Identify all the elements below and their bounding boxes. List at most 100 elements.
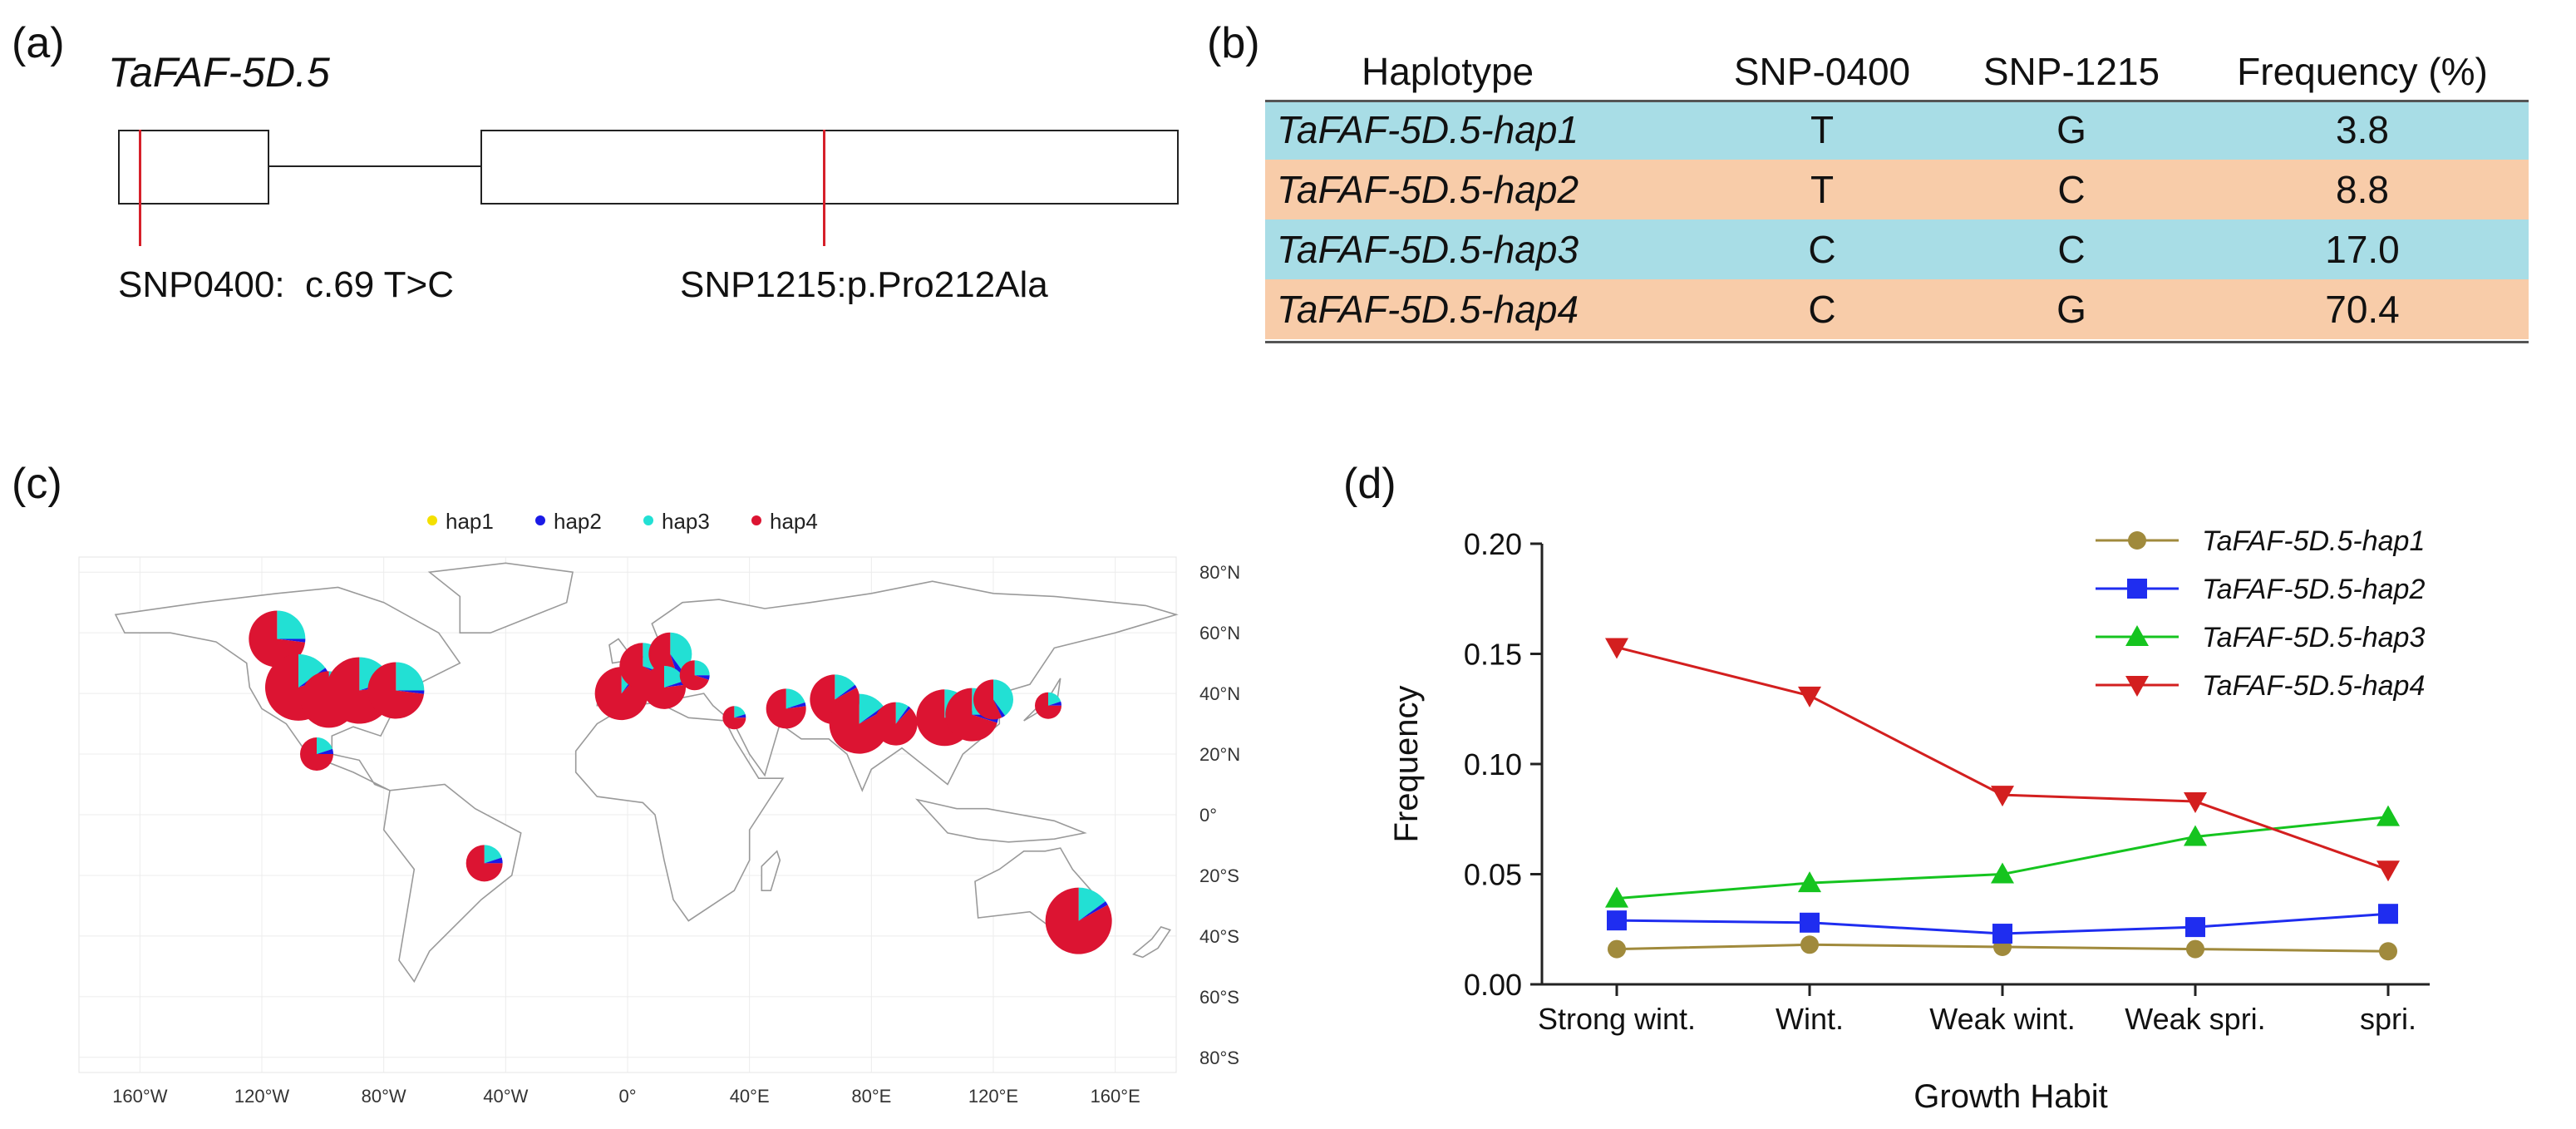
data-point xyxy=(2125,625,2149,646)
cell-haplotype: TaFAF-5D.5-hap4 xyxy=(1277,288,1579,331)
pie-slice xyxy=(317,737,333,755)
legend-label-hap4: hap4 xyxy=(770,509,818,534)
data-point xyxy=(2379,942,2397,961)
cell-haplotype: TaFAF-5D.5-hap3 xyxy=(1277,228,1579,271)
pie-slice xyxy=(484,857,503,864)
pie-slice xyxy=(317,748,333,755)
haplotype-pie xyxy=(766,688,806,729)
pie-slice xyxy=(249,610,306,668)
x-tick-label: Strong wint. xyxy=(1538,1002,1696,1036)
pie-slice xyxy=(993,679,1014,716)
cell-snp1215: G xyxy=(2056,108,2086,151)
header-frequency: Frequency (%) xyxy=(2237,50,2488,93)
legend-label: TaFAF-5D.5-hap2 xyxy=(2202,574,2425,605)
cell-snp1215: G xyxy=(2056,288,2086,331)
legend-dot-hap2 xyxy=(535,515,545,525)
data-point xyxy=(1798,686,1821,707)
cell-snp1215: C xyxy=(2057,168,2086,211)
world-map-figure: hap1 hap2 hap3 hap4 80°N 60°N 40°N 20°N 0° 20°S 4… xyxy=(78,509,1240,1107)
pie-slice xyxy=(786,688,805,709)
lat-label: 20°S xyxy=(1199,865,1239,886)
haplotype-pie xyxy=(679,660,710,691)
y-tick-label: 0.20 xyxy=(1464,527,1522,561)
lon-label: 0° xyxy=(618,1086,636,1107)
lon-label: 80°W xyxy=(362,1086,406,1107)
data-point xyxy=(1798,871,1821,893)
pie-slice xyxy=(396,662,425,691)
pie-slice xyxy=(694,660,710,676)
data-point xyxy=(2378,904,2398,924)
cell-frequency: 17.0 xyxy=(2325,228,2400,271)
legend-entry: TaFAF-5D.5-hap3 xyxy=(2096,622,2425,653)
pie-slice xyxy=(993,699,1006,718)
chart-legend: TaFAF-5D.5-hap1 TaFAF-5D.5-hap2 TaFAF-5D.5… xyxy=(2096,525,2425,702)
data-point xyxy=(2186,939,2204,959)
exon-1 xyxy=(118,130,269,205)
lon-label: 160°E xyxy=(1091,1086,1140,1107)
pie-slice xyxy=(895,706,911,724)
lat-label: 40°S xyxy=(1199,926,1239,947)
panel-c-letter: (c) xyxy=(12,460,62,508)
world-landmass xyxy=(114,562,1179,984)
lon-label: 40°E xyxy=(730,1086,770,1107)
haplotype-pie xyxy=(722,706,746,730)
pie-slice xyxy=(734,706,746,718)
lat-label: 80°N xyxy=(1199,562,1240,583)
snp0400-marker xyxy=(139,130,141,246)
data-point xyxy=(1605,886,1628,908)
pie-slice xyxy=(766,688,806,729)
pie-slice xyxy=(835,674,855,700)
data-point xyxy=(1605,638,1628,659)
series-TaFAF-5D.5-hap3 xyxy=(1605,805,2400,908)
growth-habit-line-chart: 0.00 0.05 0.10 0.15 0.20 Strong wint. Wint. Wea… xyxy=(1388,525,2430,1115)
pie-slice xyxy=(300,737,333,772)
lat-label: 0° xyxy=(1199,805,1217,826)
pie-slice xyxy=(859,693,884,724)
table-row: TaFAF-5D.5-hap3 C C 17.0 xyxy=(1265,219,2529,279)
landmass-indonesia xyxy=(914,798,1087,843)
lat-label: 80°S xyxy=(1199,1048,1239,1068)
pie-slice xyxy=(874,702,918,746)
data-point xyxy=(2125,676,2149,697)
y-axis-title: Frequency xyxy=(1388,686,1425,843)
haplotype-pie xyxy=(648,632,692,676)
data-point xyxy=(1608,939,1626,959)
lon-label: 160°W xyxy=(112,1086,168,1107)
x-tick-label: Wint. xyxy=(1776,1002,1844,1036)
cell-frequency: 8.8 xyxy=(2336,168,2389,211)
pie-slice xyxy=(734,713,746,718)
map-axis-labels: 80°N 60°N 40°N 20°N 0° 20°S 40°S 60°S 80°S 160°W 1… xyxy=(112,562,1240,1107)
haplotype-pie xyxy=(465,845,503,882)
legend-entry: TaFAF-5D.5-hap4 xyxy=(2096,670,2425,702)
pie-slice xyxy=(298,653,326,688)
cell-haplotype: TaFAF-5D.5-hap2 xyxy=(1277,168,1579,211)
lon-label: 40°W xyxy=(483,1086,528,1107)
table-row: TaFAF-5D.5-hap2 T C 8.8 xyxy=(1265,160,2529,219)
x-tick-label: Weak spri. xyxy=(2125,1002,2265,1036)
table-bottom-rule xyxy=(1265,341,2529,343)
lon-label: 120°E xyxy=(968,1086,1018,1107)
legend-entry: TaFAF-5D.5-hap2 xyxy=(2096,574,2425,605)
data-point xyxy=(2127,579,2147,599)
data-point xyxy=(2184,825,2207,846)
data-point xyxy=(1992,924,2012,944)
pie-slice xyxy=(973,679,1002,720)
pie-slice xyxy=(786,702,806,709)
haplotype-pie xyxy=(367,662,425,719)
haplotype-pie xyxy=(874,702,918,746)
cell-snp1215: C xyxy=(2057,228,2086,271)
pie-slice xyxy=(670,632,692,672)
header-haplotype: Haplotype xyxy=(1362,50,1534,93)
haplotype-pie xyxy=(1035,692,1061,719)
pie-slice xyxy=(277,610,306,639)
lon-label: 80°E xyxy=(851,1086,891,1107)
landmass-south-america xyxy=(382,783,522,984)
haplotype-table: Haplotype SNP-0400 SNP-1215 Frequency (%… xyxy=(1265,43,2529,339)
legend-label: TaFAF-5D.5-hap3 xyxy=(2202,622,2425,653)
pie-slice xyxy=(1045,887,1112,954)
pie-slice xyxy=(664,665,685,688)
panel-d-letter: (d) xyxy=(1343,460,1396,508)
cell-haplotype: TaFAF-5D.5-hap1 xyxy=(1277,108,1579,151)
haplotype-pie xyxy=(973,679,1014,720)
cell-frequency: 70.4 xyxy=(2325,288,2400,331)
